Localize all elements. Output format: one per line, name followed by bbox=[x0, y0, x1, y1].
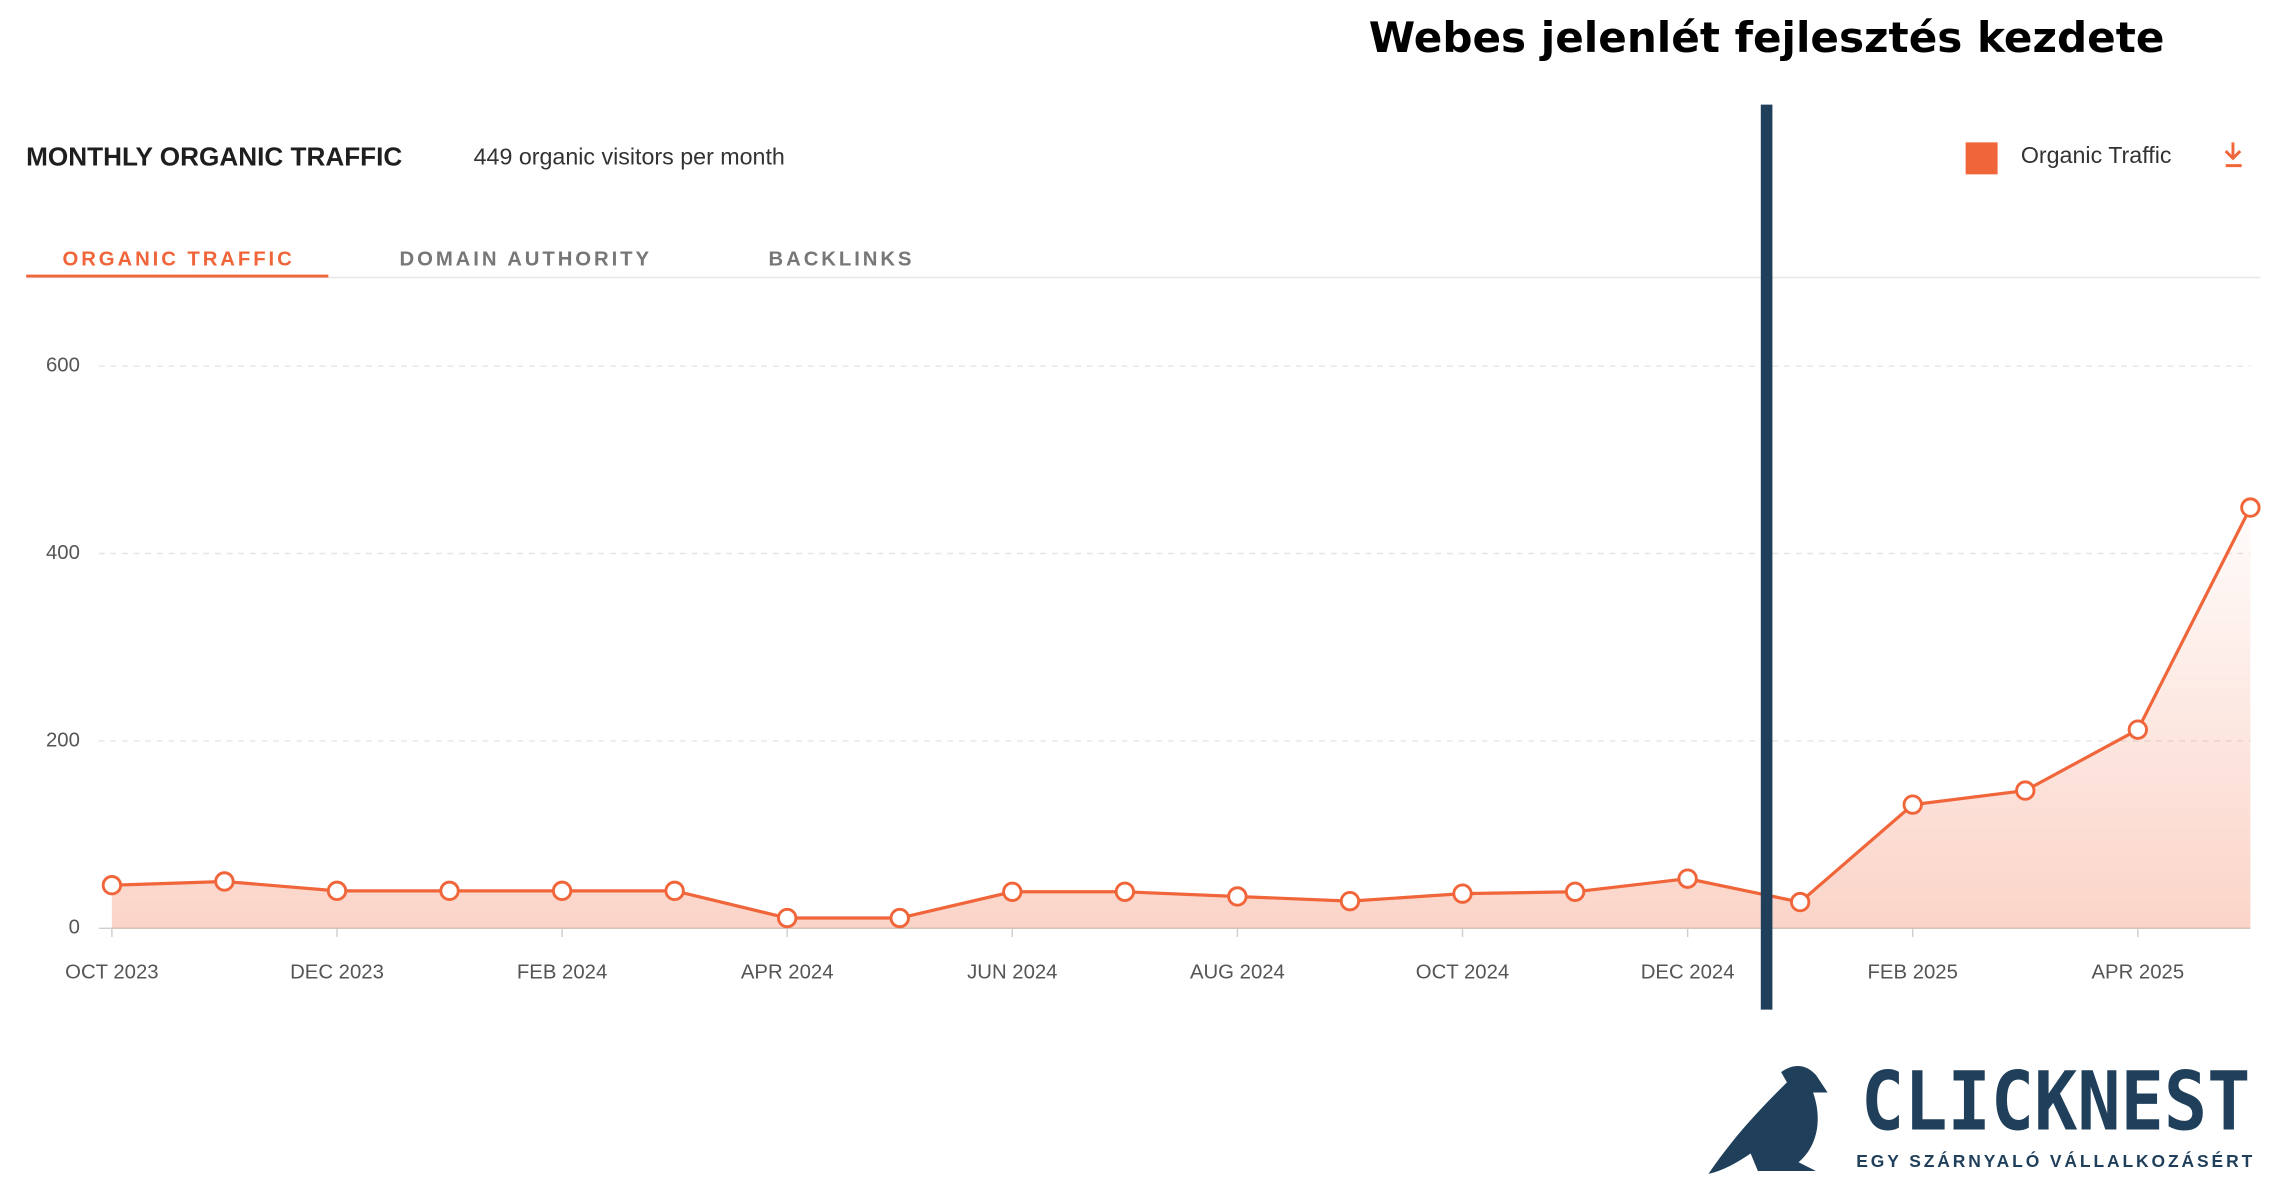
point bbox=[1452, 883, 1473, 904]
x-tick-label: FEB 2025 bbox=[1868, 962, 1958, 984]
tab[interactable]: BACKLINKS bbox=[769, 248, 915, 270]
y-tick-label: 600 bbox=[46, 354, 80, 376]
point bbox=[2015, 780, 2036, 801]
point bbox=[551, 880, 573, 902]
annotation-text: Webes jelenlét fejlesztés kezdete bbox=[1369, 13, 2165, 62]
y-tick-label: 200 bbox=[46, 729, 80, 751]
point bbox=[1564, 881, 1586, 902]
x-tick-label: JUN 2024 bbox=[967, 962, 1057, 984]
line bbox=[111, 506, 2252, 920]
x-tick-label: FEB 2024 bbox=[517, 962, 607, 984]
x-tick-label: DEC 2024 bbox=[1641, 962, 1735, 984]
logo: CLICKNEST EGY SZÁRNYALÓ VÁLLALKOZÁSÉRT bbox=[1708, 1054, 2255, 1174]
point bbox=[2127, 719, 2148, 740]
point bbox=[664, 880, 685, 902]
logo-tagline: EGY SZÁRNYALÓ VÁLLALKOZÁSÉRT bbox=[1856, 1150, 2255, 1171]
point bbox=[1790, 891, 1811, 913]
point bbox=[1114, 881, 1136, 902]
logo-name: CLICKNEST bbox=[1861, 1054, 2250, 1149]
point bbox=[777, 907, 798, 929]
legend-swatch bbox=[1965, 142, 1998, 175]
tab[interactable]: ORGANIC TRAFFIC bbox=[62, 248, 294, 270]
point bbox=[1227, 886, 1248, 907]
y-tick-label: 400 bbox=[46, 542, 80, 564]
x-tick-label: DEC 2023 bbox=[290, 962, 384, 984]
legend-label: Organic Traffic bbox=[2021, 142, 2172, 168]
logo-bird bbox=[1708, 1065, 1828, 1174]
x-tick-label: OCT 2023 bbox=[65, 962, 158, 984]
point bbox=[889, 907, 910, 929]
y-tick-label: 0 bbox=[69, 917, 80, 939]
point bbox=[1002, 881, 1023, 902]
point bbox=[101, 875, 123, 896]
x-tick-label: APR 2024 bbox=[741, 962, 834, 984]
chart-subtitle: 449 organic visitors per month bbox=[474, 143, 785, 169]
point bbox=[326, 880, 348, 902]
point bbox=[1677, 868, 1698, 889]
point bbox=[439, 880, 460, 902]
area bbox=[111, 507, 2251, 929]
point bbox=[2240, 497, 2261, 518]
point bbox=[1902, 794, 1923, 815]
x-tick-label: OCT 2024 bbox=[1416, 962, 1509, 984]
point bbox=[1339, 890, 1361, 912]
x-tick-label: APR 2025 bbox=[2091, 962, 2184, 984]
chart-title: MONTHLY ORGANIC TRAFFIC bbox=[26, 141, 402, 171]
download-icon[interactable] bbox=[2224, 142, 2242, 168]
point bbox=[214, 871, 235, 892]
tab[interactable]: DOMAIN AUTHORITY bbox=[400, 248, 652, 270]
x-tick-label: AUG 2024 bbox=[1190, 962, 1285, 984]
